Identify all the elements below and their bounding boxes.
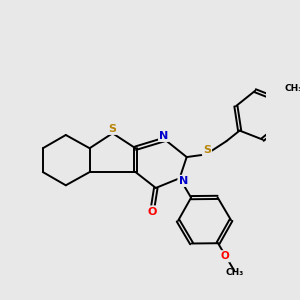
Text: CH₃: CH₃ xyxy=(226,268,244,277)
Text: N: N xyxy=(178,176,188,186)
Text: O: O xyxy=(221,251,230,261)
Text: O: O xyxy=(147,206,157,217)
Text: CH₃: CH₃ xyxy=(285,84,300,93)
Text: S: S xyxy=(109,124,117,134)
Text: N: N xyxy=(159,131,168,141)
Text: S: S xyxy=(203,145,211,155)
